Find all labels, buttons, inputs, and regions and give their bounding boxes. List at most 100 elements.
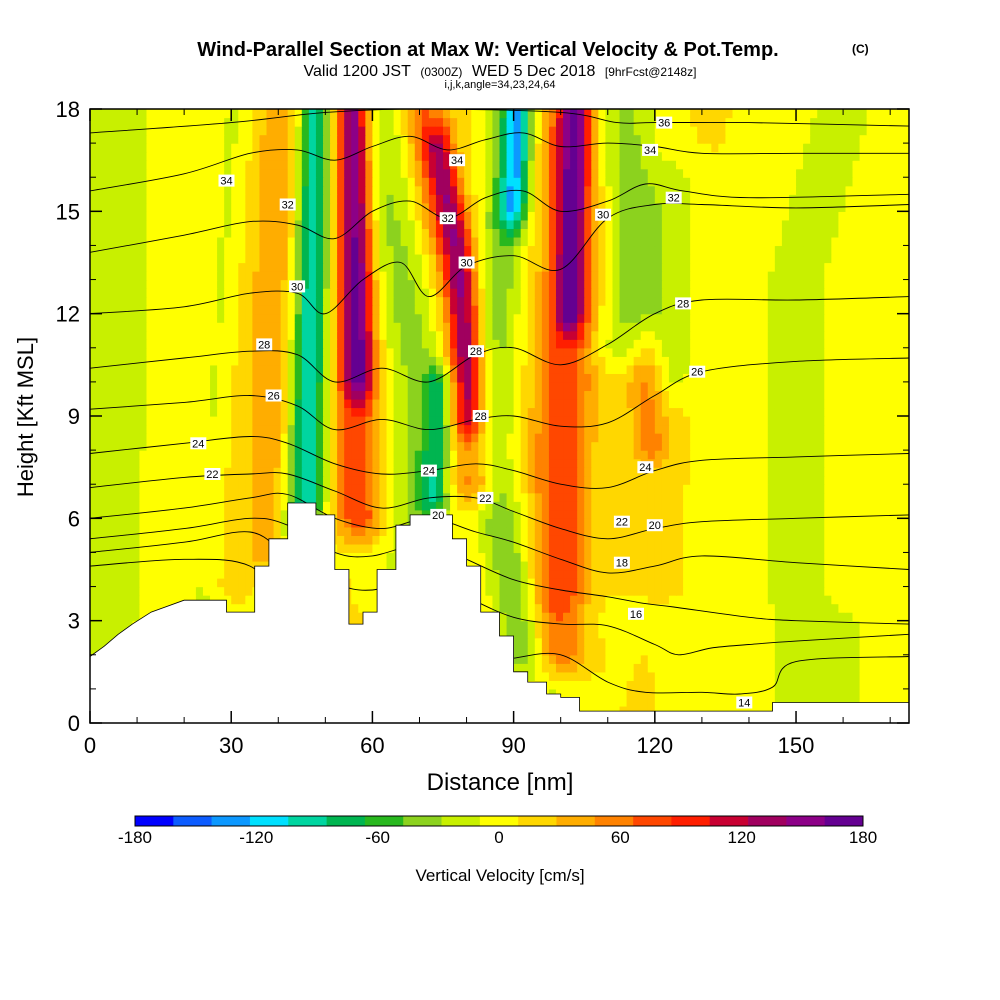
field-cell: [591, 390, 599, 400]
field-cell: [817, 654, 825, 664]
field-cell: [619, 356, 628, 366]
field-cell: [704, 424, 712, 434]
field-cell: [746, 390, 755, 400]
field-cell: [492, 543, 501, 554]
field-cell: [697, 526, 705, 536]
field-cell: [760, 356, 769, 366]
field-cell: [824, 356, 832, 366]
field-cell: [725, 671, 734, 681]
field-cell: [838, 603, 847, 613]
field-cell: [887, 595, 896, 605]
field-cell: [471, 441, 479, 451]
field-cell: [195, 543, 204, 554]
field-cell: [90, 373, 98, 383]
field-cell: [640, 450, 649, 460]
field-cell: [224, 552, 232, 562]
field-cell: [527, 603, 536, 613]
field-cell: [781, 560, 790, 571]
field-cell: [584, 535, 592, 545]
field-cell: [245, 364, 253, 374]
field-cell: [760, 637, 769, 647]
field-cell: [852, 501, 861, 511]
field-cell: [259, 407, 268, 417]
field-cell: [654, 356, 663, 366]
field-cell: [252, 552, 261, 562]
field-cell: [732, 612, 741, 622]
field-cell: [365, 416, 374, 426]
field-cell: [767, 637, 776, 647]
field-cell: [224, 518, 232, 528]
field-cell: [817, 398, 825, 409]
field-cell: [661, 595, 670, 605]
field-cell: [605, 697, 614, 707]
field-cell: [563, 637, 571, 647]
field-cell: [372, 373, 381, 383]
field-cell: [174, 501, 183, 511]
field-cell: [337, 433, 345, 443]
field-cell: [626, 364, 635, 374]
field-cell: [513, 356, 522, 366]
field-cell: [527, 390, 536, 400]
field-cell: [803, 663, 811, 673]
field-cell: [852, 356, 861, 366]
field-cell: [619, 697, 628, 707]
field-cell: [838, 356, 847, 366]
field-cell: [351, 424, 359, 434]
field-cell: [605, 705, 614, 716]
field-cell: [513, 390, 522, 400]
field-cell: [704, 671, 712, 681]
field-cell: [252, 475, 261, 485]
field-cell: [732, 646, 741, 656]
field-cell: [393, 484, 402, 494]
field-cell: [697, 543, 705, 554]
field-cell: [619, 458, 628, 468]
field-cell: [788, 364, 797, 374]
field-cell: [683, 416, 691, 426]
field-cell: [690, 663, 698, 673]
field-cell: [563, 543, 571, 554]
field-cell: [591, 398, 599, 409]
field-cell: [195, 595, 204, 605]
field-cell: [753, 663, 762, 673]
field-cell: [683, 543, 691, 554]
field-cell: [605, 441, 614, 451]
field-cell: [471, 552, 479, 562]
field-cell: [803, 586, 811, 596]
field-cell: [534, 646, 543, 656]
field-cell: [781, 441, 790, 451]
field-cell: [654, 680, 663, 690]
field-cell: [619, 433, 628, 443]
field-cell: [506, 620, 515, 630]
field-cell: [796, 526, 804, 536]
field-cell: [231, 518, 239, 528]
field-cell: [97, 637, 105, 647]
field-cell: [690, 637, 698, 647]
field-cell: [443, 433, 451, 443]
field-cell: [527, 450, 536, 460]
field-cell: [683, 475, 691, 485]
field-cell: [217, 398, 225, 409]
field-cell: [245, 407, 253, 417]
field-cell: [746, 654, 755, 664]
field-cell: [90, 424, 98, 434]
field-cell: [252, 543, 261, 554]
field-cell: [619, 526, 628, 536]
field-cell: [457, 373, 465, 383]
field-cell: [118, 586, 126, 596]
field-cell: [803, 424, 811, 434]
field-cell: [146, 578, 155, 588]
field-cell: [548, 416, 557, 426]
field-cell: [640, 586, 649, 596]
field-cell: [626, 552, 635, 562]
field-cell: [753, 458, 762, 468]
field-cell: [732, 398, 741, 409]
field-cell: [139, 518, 148, 528]
field-cell: [386, 407, 395, 417]
field-cell: [796, 492, 804, 502]
field-cell: [873, 509, 882, 519]
field-cell: [760, 433, 769, 443]
field-cell: [852, 552, 861, 562]
field-cell: [492, 398, 501, 409]
field-cell: [90, 646, 98, 656]
field-cell: [880, 629, 889, 639]
